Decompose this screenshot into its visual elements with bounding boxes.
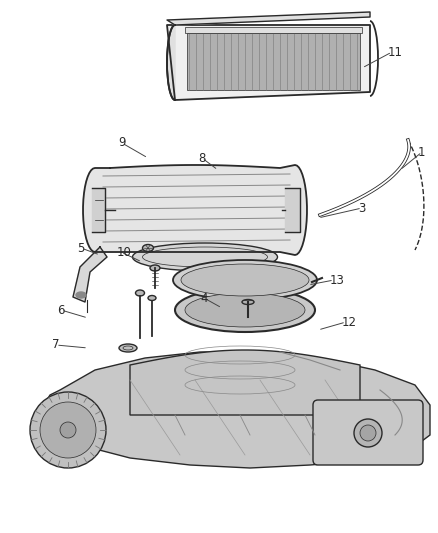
Polygon shape: [83, 165, 307, 255]
Polygon shape: [92, 188, 105, 232]
Bar: [187, 33, 360, 90]
Ellipse shape: [119, 344, 137, 352]
Ellipse shape: [181, 264, 309, 296]
Circle shape: [40, 402, 96, 458]
Text: 11: 11: [388, 45, 403, 59]
Text: 8: 8: [198, 151, 205, 165]
Polygon shape: [285, 188, 300, 232]
FancyBboxPatch shape: [313, 400, 423, 465]
Bar: [185, 27, 362, 33]
Polygon shape: [130, 350, 360, 415]
Text: 10: 10: [117, 246, 132, 259]
Ellipse shape: [133, 243, 278, 271]
Circle shape: [60, 422, 76, 438]
Ellipse shape: [135, 290, 145, 296]
Ellipse shape: [76, 292, 86, 298]
Circle shape: [354, 419, 382, 447]
Text: 3: 3: [358, 201, 365, 214]
Ellipse shape: [142, 245, 153, 252]
Polygon shape: [167, 12, 370, 25]
Text: 7: 7: [52, 338, 60, 351]
Text: 5: 5: [77, 241, 85, 254]
Ellipse shape: [148, 295, 156, 301]
Polygon shape: [167, 25, 370, 100]
Ellipse shape: [150, 265, 160, 271]
Text: 4: 4: [200, 292, 208, 304]
Text: 6: 6: [57, 303, 64, 317]
Circle shape: [30, 392, 106, 468]
Text: 1: 1: [418, 146, 425, 158]
Polygon shape: [167, 25, 175, 100]
Polygon shape: [42, 352, 430, 468]
Text: 12: 12: [342, 316, 357, 328]
Polygon shape: [73, 247, 107, 302]
Ellipse shape: [173, 260, 317, 300]
Circle shape: [360, 425, 376, 441]
Ellipse shape: [242, 300, 254, 304]
Ellipse shape: [185, 293, 305, 327]
Ellipse shape: [175, 288, 315, 332]
Text: 9: 9: [118, 136, 126, 149]
Text: 13: 13: [330, 273, 345, 287]
